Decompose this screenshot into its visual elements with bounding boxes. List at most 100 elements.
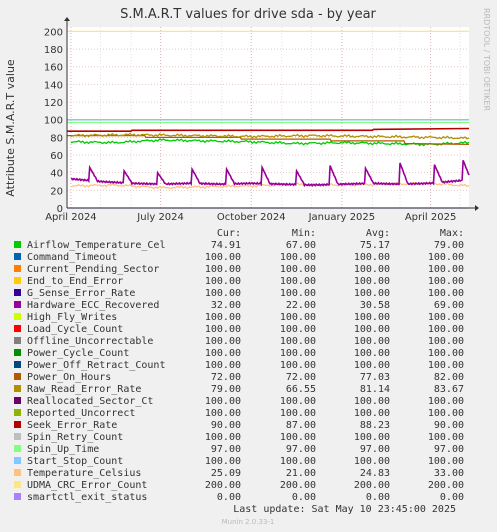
legend-header-min: Min: [292,228,316,239]
legend-value-min: 22.00 [286,300,316,311]
legend-swatch [14,493,21,500]
legend-value-min: 100.00 [280,264,316,275]
series-lines [67,30,470,209]
legend-value-max: 90.00 [434,420,464,431]
legend-value-max: 100.00 [428,252,464,263]
legend: Cur: Min: Avg: Max: Airflow_Temperature_Cel 7… [14,228,464,503]
legend-value-avg: 24.83 [360,468,390,479]
legend-row: Seek_Error_Rate 90.00 87.00 88.23 90.00 [14,420,464,431]
legend-series-name: Offline_Uncorrectable [27,336,153,347]
legend-value-avg: 100.00 [354,264,390,275]
legend-swatch [14,469,21,476]
legend-value-cur: 100.00 [205,252,241,263]
legend-value-max: 100.00 [428,348,464,359]
legend-series-name: UDMA_CRC_Error_Count [27,480,147,491]
legend-series-name: Power_Cycle_Count [27,348,129,359]
legend-value-avg: 100.00 [354,456,390,467]
legend-value-max: 0.00 [440,492,464,503]
legend-value-min: 72.00 [286,372,316,383]
y-tick-label: 200 [44,27,63,38]
legend-row: Airflow_Temperature_Cel 74.91 67.00 75.17 79… [14,240,464,251]
legend-row: Power_Cycle_Count 100.00 100.00 100.00 100.0… [14,348,464,359]
legend-value-min: 100.00 [280,396,316,407]
legend-row: End_to_End_Error 100.00 100.00 100.00 100.00 [14,276,464,287]
rrdtool-watermark: RRDTOOL / TOBI OETIKER [482,8,491,111]
legend-value-cur: 100.00 [205,276,241,287]
legend-row: Power_On_Hours 72.00 72.00 77.03 82.00 [14,372,464,383]
legend-value-max: 100.00 [428,336,464,347]
plot-area [67,27,469,208]
series-line-raw_read_error_rate [70,132,470,140]
legend-series-name: Current_Pending_Sector [27,264,159,275]
series-line-temperature_celsius [70,181,470,190]
legend-row: Spin_Up_Time 97.00 97.00 97.00 97.00 [14,444,464,455]
legend-value-min: 100.00 [280,252,316,263]
legend-value-max: 100.00 [428,276,464,287]
legend-value-cur: 74.91 [211,240,241,251]
legend-value-min: 100.00 [280,288,316,299]
legend-value-min: 0.00 [292,492,316,503]
legend-swatch [14,301,21,308]
legend-swatch [14,421,21,428]
y-tick-label: 20 [50,186,63,197]
legend-row: Power_Off_Retract_Count 100.00 100.00 100.0… [14,360,464,371]
legend-value-avg: 88.23 [360,420,390,431]
legend-series-name: Power_On_Hours [27,372,111,383]
legend-swatch [14,397,21,404]
legend-value-min: 67.00 [286,240,316,251]
x-tick-label: January 2025 [308,212,376,223]
legend-value-avg: 75.17 [360,240,390,251]
last-update: Last update: Sat May 10 23:45:00 2025 [233,504,456,515]
legend-row: Reported_Uncorrect 100.00 100.00 100.00 100.… [14,408,464,419]
series-line-airflow_temperature_cel [70,138,470,147]
legend-row: Load_Cycle_Count 100.00 100.00 100.00 100.00 [14,324,464,335]
legend-swatch [14,241,21,248]
legend-value-cur: 0.00 [217,492,241,503]
legend-series-name: Reallocated_Sector_Ct [27,396,153,407]
legend-value-cur: 25.09 [211,468,241,479]
legend-value-max: 100.00 [428,312,464,323]
legend-header-cur: Cur: [217,228,241,239]
legend-value-avg: 100.00 [354,252,390,263]
y-tick-label: 100 [44,116,63,127]
legend-value-cur: 32.00 [211,300,241,311]
y-tick-label: 0 [57,204,63,215]
y-tick-label: 180 [44,45,63,56]
x-tick-label: April 2025 [405,212,456,223]
legend-value-max: 100.00 [428,432,464,443]
legend-value-avg: 0.00 [366,492,390,503]
legend-value-max: 100.00 [428,324,464,335]
chart-title: S.M.A.R.T values for drive sda - by year [120,7,376,22]
legend-row: High_Fly_Writes 100.00 100.00 100.00 100.00 [14,312,464,323]
legend-swatch [14,433,21,440]
legend-header-avg: Avg: [366,228,390,239]
legend-row: G_Sense_Error_Rate 100.00 100.00 100.00 100.… [14,288,464,299]
series-line-power_on_hours [67,134,470,146]
legend-row: Spin_Retry_Count 100.00 100.00 100.00 100.00 [14,432,464,443]
legend-swatch [14,481,21,488]
legend-value-avg: 100.00 [354,408,390,419]
legend-value-cur: 200.00 [205,480,241,491]
axes: 0 20 40 60 80 100 120 140 160 180 200 April 2024 Jul… [44,17,479,223]
legend-value-max: 100.00 [428,456,464,467]
legend-value-avg: 100.00 [354,276,390,287]
legend-value-cur: 100.00 [205,396,241,407]
legend-swatch [14,265,21,272]
legend-value-min: 100.00 [280,312,316,323]
legend-swatch [14,373,21,380]
legend-value-cur: 100.00 [205,360,241,371]
legend-swatch [14,409,21,416]
legend-value-avg: 81.14 [360,384,390,395]
legend-series-name: Spin_Retry_Count [27,432,123,443]
legend-series-name: Start_Stop_Count [27,456,123,467]
legend-value-avg: 100.00 [354,432,390,443]
legend-series-name: Reported_Uncorrect [27,408,135,419]
legend-value-cur: 72.00 [211,372,241,383]
legend-series-name: High_Fly_Writes [27,312,117,323]
legend-value-cur: 90.00 [211,420,241,431]
legend-value-avg: 77.03 [360,372,390,383]
legend-row: smartctl_exit_status 0.00 0.00 0.00 0.00 [14,492,464,503]
legend-value-avg: 100.00 [354,336,390,347]
legend-header-max: Max: [440,228,464,239]
